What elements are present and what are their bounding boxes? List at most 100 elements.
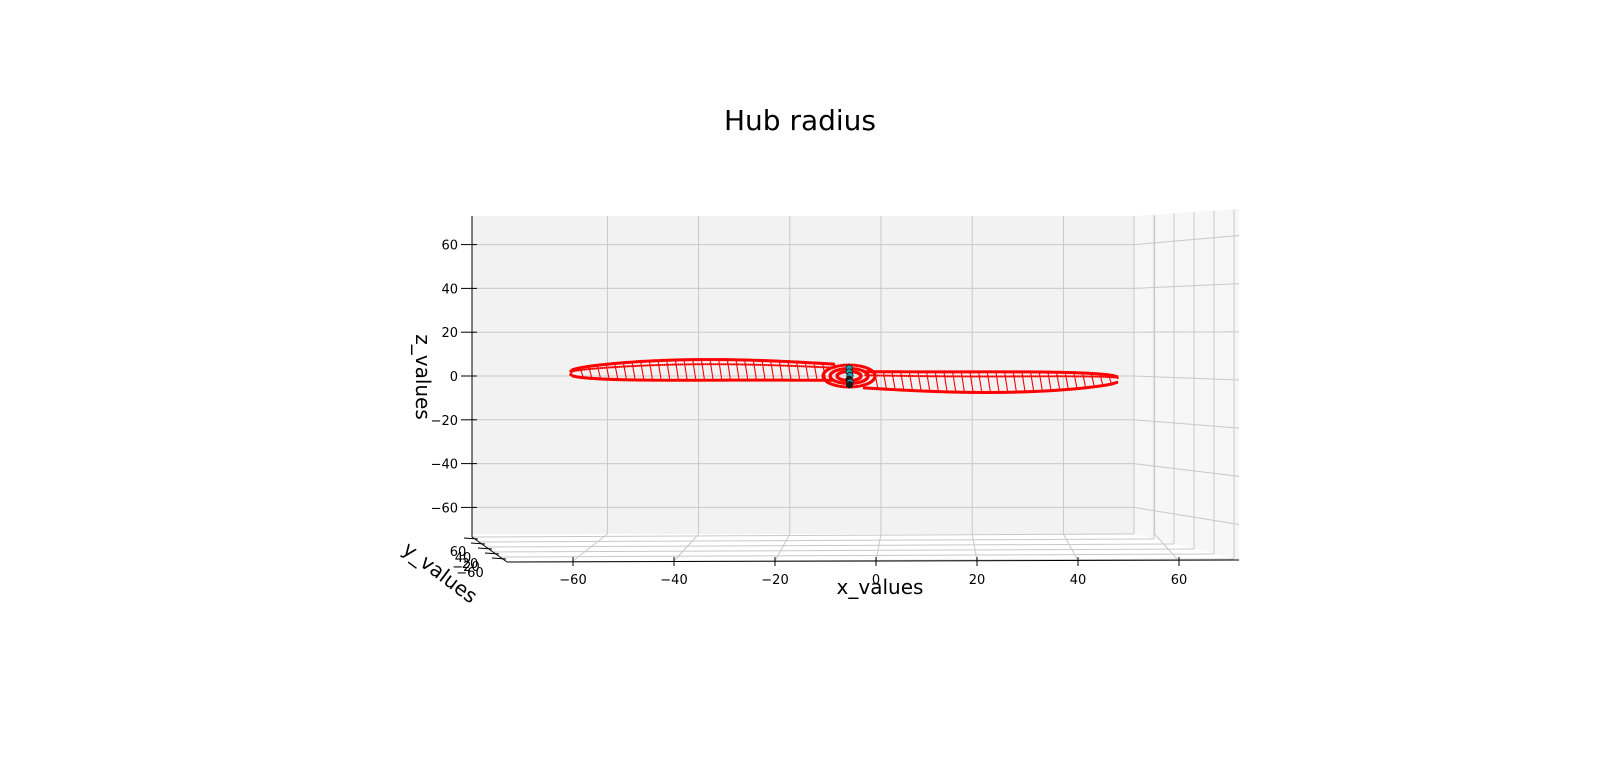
blade-point bbox=[673, 363, 675, 365]
blade-point bbox=[741, 363, 743, 365]
blade-point bbox=[946, 375, 948, 377]
z-tick-label: −60 bbox=[431, 501, 458, 516]
x-tick-label: 60 bbox=[1171, 573, 1188, 588]
blade-point bbox=[690, 363, 692, 365]
blade-point bbox=[717, 363, 719, 365]
blade-point bbox=[1069, 375, 1071, 377]
blade-point bbox=[914, 375, 916, 377]
blade-point bbox=[1086, 375, 1088, 377]
blade-point bbox=[903, 375, 905, 377]
blade-point bbox=[1084, 375, 1086, 377]
blade-point bbox=[1018, 375, 1020, 377]
blade-point bbox=[809, 366, 811, 368]
blade-point bbox=[774, 364, 776, 366]
blade-point bbox=[1008, 375, 1010, 377]
grid-line bbox=[493, 549, 1194, 552]
blade-point bbox=[1000, 375, 1002, 377]
blade-point bbox=[1002, 375, 1004, 377]
hub-ring-point bbox=[866, 374, 869, 377]
blade-point bbox=[1094, 375, 1096, 377]
blade-point bbox=[998, 375, 1000, 377]
blade-point bbox=[639, 365, 641, 367]
blade-point bbox=[585, 368, 587, 370]
blade-point bbox=[1028, 375, 1030, 377]
blade-point bbox=[704, 363, 706, 365]
side-pane bbox=[1134, 209, 1239, 560]
blade-point bbox=[1041, 375, 1043, 377]
blade-point bbox=[938, 375, 940, 377]
blade-point bbox=[776, 364, 778, 366]
hub-points bbox=[821, 363, 876, 388]
blade-point bbox=[807, 365, 809, 367]
z-tick-label: 60 bbox=[441, 239, 458, 254]
blade-point bbox=[948, 375, 950, 377]
blade-point bbox=[600, 367, 602, 369]
blade-point bbox=[616, 366, 618, 368]
blade-point bbox=[760, 364, 762, 366]
blade-point bbox=[593, 368, 595, 370]
blade-point bbox=[881, 374, 883, 376]
blade-point bbox=[1026, 375, 1028, 377]
blade-point bbox=[1006, 375, 1008, 377]
z-tick-label: −40 bbox=[431, 458, 458, 473]
blade-point bbox=[1080, 375, 1082, 377]
blade-point bbox=[897, 375, 899, 377]
blade-point bbox=[885, 375, 887, 377]
blade-point bbox=[651, 364, 653, 366]
blade-point bbox=[895, 375, 897, 377]
blade-point bbox=[784, 365, 786, 367]
y-tick-mark bbox=[485, 553, 499, 554]
blade-point bbox=[602, 367, 604, 369]
x-tick-label: −60 bbox=[559, 573, 586, 588]
y-tick-mark bbox=[492, 558, 506, 559]
blade-point bbox=[930, 375, 932, 377]
blade-point bbox=[1072, 375, 1074, 377]
blade-point bbox=[612, 366, 614, 368]
blade-point bbox=[680, 363, 682, 365]
y-tick-mark bbox=[464, 538, 478, 539]
blade-point bbox=[799, 365, 801, 367]
blade-point bbox=[950, 375, 952, 377]
blade-point bbox=[610, 366, 612, 368]
blade-point bbox=[626, 365, 628, 367]
blade-point bbox=[991, 375, 993, 377]
blade-point bbox=[983, 375, 985, 377]
grid-line bbox=[472, 534, 1134, 537]
hub-ring-point bbox=[859, 374, 862, 377]
blade-point bbox=[721, 363, 723, 365]
blade-point bbox=[817, 366, 819, 368]
blade-point bbox=[1117, 377, 1119, 379]
blade-point bbox=[975, 375, 977, 377]
blade-point bbox=[682, 363, 684, 365]
blade-point bbox=[645, 364, 647, 366]
blade-point bbox=[1016, 375, 1018, 377]
hub-center-point bbox=[846, 382, 852, 388]
blade-point bbox=[905, 375, 907, 377]
blade-point bbox=[583, 368, 585, 370]
x-axis-label: x_values bbox=[837, 575, 924, 599]
blade-point bbox=[877, 374, 879, 376]
blade-point bbox=[870, 374, 872, 376]
blade-point bbox=[1067, 375, 1069, 377]
blade-point bbox=[940, 375, 942, 377]
blade-point bbox=[1059, 375, 1061, 377]
blade-point bbox=[723, 363, 725, 365]
blade-point bbox=[768, 364, 770, 366]
grid-line bbox=[674, 534, 699, 561]
blade-point bbox=[794, 365, 796, 367]
blade-point bbox=[688, 363, 690, 365]
blade-point bbox=[1051, 375, 1053, 377]
x-tick-label: 20 bbox=[969, 573, 986, 588]
blade-point bbox=[790, 365, 792, 367]
blade-point bbox=[1053, 375, 1055, 377]
blade-point bbox=[714, 363, 716, 365]
y-tick-mark bbox=[478, 548, 492, 549]
blade-point bbox=[920, 375, 922, 377]
blade-point bbox=[965, 375, 967, 377]
blade-point bbox=[924, 375, 926, 377]
blade-point bbox=[595, 367, 597, 369]
blade-point bbox=[928, 375, 930, 377]
blade-point bbox=[825, 366, 827, 368]
